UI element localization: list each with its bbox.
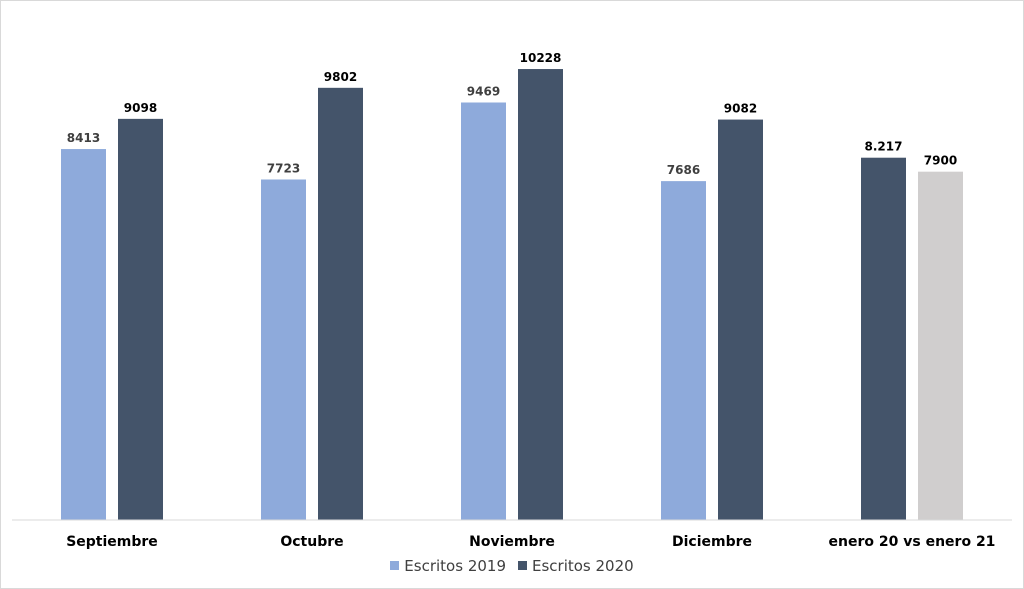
category-label-4: Diciembre [672, 534, 752, 550]
category-label-5: enero 20 vs enero 21 [829, 534, 996, 550]
bar-3-2 [518, 69, 563, 521]
value-labels-layer: 8413 9098 7723 9802 9469 10228 7686 9082 8.217 79… [67, 51, 957, 177]
legend: Escritos 2019 Escritos 2020 [0, 557, 1024, 575]
value-label-2-2: 9802 [324, 70, 357, 84]
value-label-4-1: 7686 [667, 163, 700, 177]
bar-1-1 [61, 149, 106, 521]
value-label-5-1: 8.217 [865, 140, 903, 154]
legend-item-1: Escritos 2019 [390, 557, 506, 575]
bars-layer [61, 69, 963, 521]
bar-chart: 8413 9098 7723 9802 9469 10228 7686 9082 8.217 79… [12, 51, 1012, 550]
bar-4-1 [661, 181, 706, 520]
legend-label-1: Escritos 2019 [404, 557, 506, 575]
bar-1-2 [118, 118, 163, 521]
category-label-2: Octubre [280, 534, 343, 550]
legend-item-2: Escritos 2020 [518, 557, 634, 575]
category-label-3: Noviembre [469, 534, 555, 550]
value-label-1-2: 9098 [124, 101, 157, 115]
bar-3-1 [461, 102, 506, 521]
legend-swatch-2 [518, 561, 527, 570]
value-label-1-1: 8413 [67, 131, 100, 145]
legend-label-2: Escritos 2020 [532, 557, 634, 575]
category-label-1: Septiembre [66, 534, 158, 550]
value-label-3-1: 9469 [467, 85, 500, 99]
value-label-4-2: 9082 [724, 102, 757, 116]
bar-4-2 [718, 119, 763, 521]
bar-5-1 [861, 157, 906, 520]
value-label-5-2: 7900 [924, 154, 957, 168]
category-labels-layer: Septiembre Octubre Noviembre Diciembre enero… [66, 534, 995, 550]
bar-5-2 [918, 171, 963, 520]
bar-2-1 [261, 179, 306, 521]
bar-2-2 [318, 87, 363, 520]
legend-swatch-1 [390, 561, 400, 570]
value-label-3-2: 10228 [520, 51, 562, 65]
value-label-2-1: 7723 [267, 161, 300, 175]
